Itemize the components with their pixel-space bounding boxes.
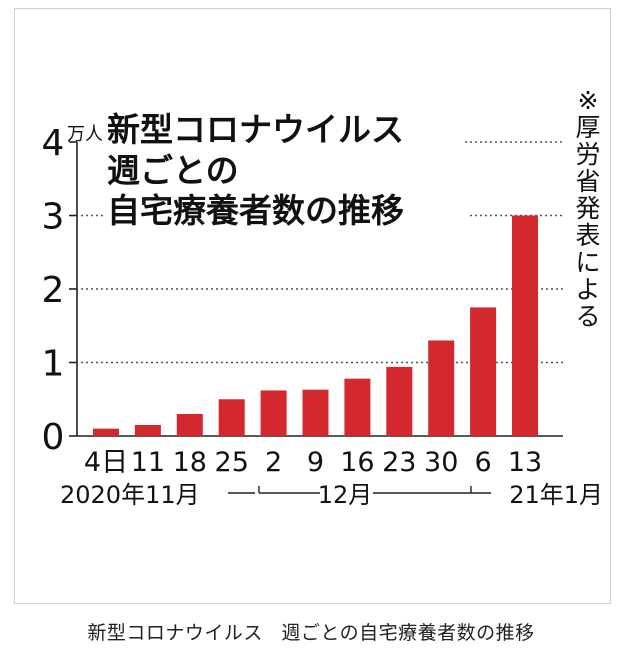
chart-title-line-2: 週ごとの	[107, 151, 239, 190]
x-tick-label-3: 25	[215, 447, 249, 478]
bar-5	[302, 389, 329, 436]
chart-title-line-1: 新型コロナウイルス	[107, 110, 404, 149]
chart-title-line-3: 自宅療養者数の推移	[107, 191, 404, 230]
caption-part-1: 新型コロナウイルス	[87, 622, 263, 644]
x-tick-label-2: 18	[173, 447, 207, 478]
bar-8	[428, 340, 455, 436]
source-note: ※厚労省発表による	[575, 86, 600, 331]
bar-10	[512, 215, 538, 436]
period-label-0: 2020年11月	[60, 481, 200, 509]
bar-9	[470, 307, 497, 436]
bar-1	[134, 424, 161, 436]
period-label-2: 21年1月	[509, 481, 603, 509]
bar-3	[218, 399, 245, 436]
y-tick-label-0: 0	[42, 417, 65, 458]
x-tick-label-0: 4日	[84, 447, 128, 478]
bar-2	[176, 413, 203, 436]
x-tick-label-1: 11	[131, 447, 165, 478]
figure-caption: 新型コロナウイルス 週ごとの自宅療養者数の推移	[0, 618, 622, 645]
y-tick-label-4: 4	[42, 123, 65, 164]
bar-6	[344, 378, 371, 436]
x-tick-label-8: 30	[424, 447, 458, 478]
x-tick-label-6: 16	[340, 447, 374, 478]
bar-7	[386, 366, 413, 436]
y-tick-label-3: 3	[42, 197, 65, 238]
caption-part-2: 週ごとの自宅療養者数の推移	[281, 622, 535, 644]
y-tick-label-2: 2	[42, 270, 65, 311]
period-label-1: 12月	[318, 481, 373, 509]
unit-label: 万人	[67, 124, 103, 145]
x-tick-label-5: 9	[307, 447, 324, 478]
x-tick-label-9: 6	[475, 447, 492, 478]
x-tick-label-10: 13	[508, 447, 542, 478]
bar-0	[93, 428, 119, 436]
bar-4	[260, 390, 287, 436]
chart-frame: 0 1 2 3 4 万人 新型コロナウイルス 週ごとの 自宅療養者数の推移 4日 11 18 25 2 9 1…	[14, 8, 611, 604]
x-tick-label-7: 23	[382, 447, 416, 478]
x-tick-label-4: 2	[265, 447, 282, 478]
y-tick-label-1: 1	[42, 344, 65, 385]
